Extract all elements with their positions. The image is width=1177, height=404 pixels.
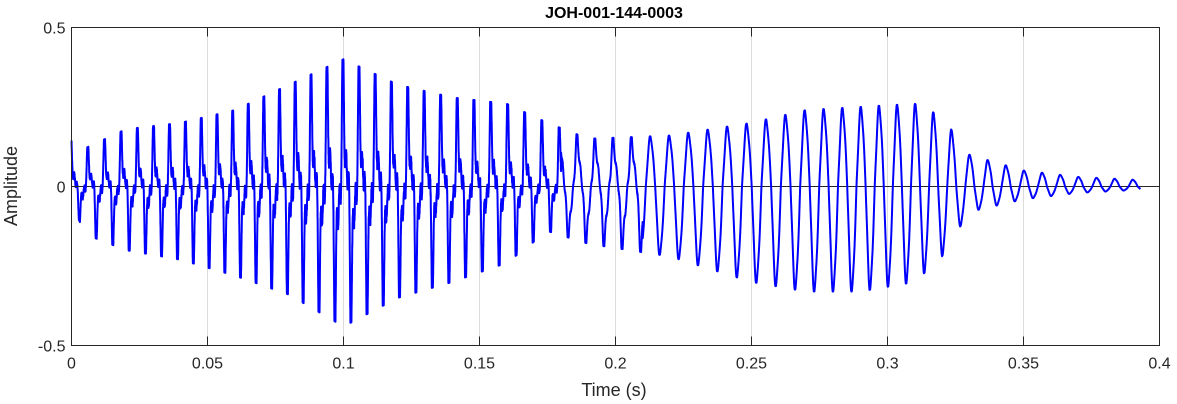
x-tick-label: 0.4 <box>1148 356 1170 373</box>
x-tick-label: 0.2 <box>604 356 626 373</box>
x-tick-label: 0.15 <box>464 356 495 373</box>
x-tick-label: 0 <box>67 356 76 373</box>
x-tick-label: 0.3 <box>876 356 898 373</box>
series-layer <box>70 58 1142 324</box>
y-axis-label: Amplitude <box>1 146 21 226</box>
y-tick-label: 0.5 <box>43 21 65 38</box>
x-tick-label: 0.1 <box>332 356 354 373</box>
waveform-series-line <box>70 58 1142 324</box>
x-axis-label: Time (s) <box>581 380 646 400</box>
tick-layer: 0 0.05 0.1 0.15 0.2 0.25 0.3 0.35 0.4-0.500.5 <box>38 21 1171 373</box>
x-tick-label: 0.05 <box>192 356 223 373</box>
y-tick-label: -0.5 <box>38 339 66 356</box>
chart-title: JOH-001-144-0003 <box>545 5 683 22</box>
y-tick-label: 0 <box>57 180 66 197</box>
x-tick-label: 0.25 <box>736 356 767 373</box>
x-tick-label: 0.35 <box>1008 356 1039 373</box>
